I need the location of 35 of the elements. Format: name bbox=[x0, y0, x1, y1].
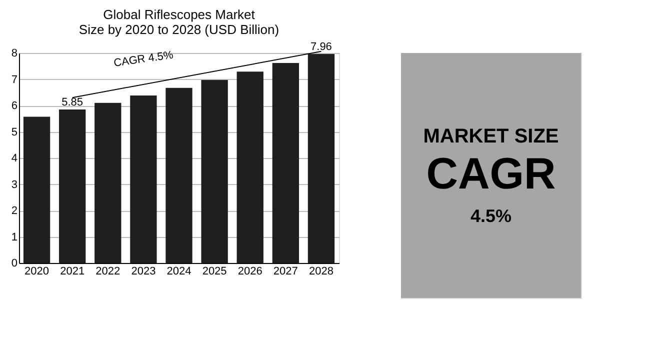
x-tick-label: 2027 bbox=[273, 266, 298, 278]
annotation: CAGR 4.5% bbox=[112, 49, 174, 70]
y-tick-label: 4 bbox=[11, 152, 18, 164]
bar bbox=[59, 109, 86, 263]
y-tick-label: 5 bbox=[11, 126, 18, 138]
y-tick-label: 8 bbox=[11, 48, 18, 60]
x-tick-label: 2022 bbox=[96, 266, 120, 278]
y-tick-label: 6 bbox=[11, 100, 18, 112]
bar bbox=[130, 96, 157, 263]
bar bbox=[308, 54, 335, 263]
x-tick-label: 2023 bbox=[131, 266, 156, 278]
data-label: 7.96 bbox=[310, 41, 332, 54]
y-tick-label: 3 bbox=[11, 178, 18, 191]
y-tick-label: 1 bbox=[11, 231, 18, 244]
y-tick-label: 2 bbox=[11, 205, 18, 217]
text: Size by 2020 to 2028 (USD Billion) bbox=[78, 22, 280, 38]
y-tick-label: 7 bbox=[11, 74, 18, 86]
y-tick-label: 0 bbox=[11, 258, 18, 270]
x-tick-label: 2025 bbox=[202, 266, 227, 278]
x-tick-label: 2028 bbox=[308, 266, 334, 278]
bar bbox=[201, 80, 228, 263]
data-label: 5.85 bbox=[62, 96, 84, 108]
x-tick-label: 2020 bbox=[24, 266, 50, 278]
text: CAGR bbox=[426, 150, 556, 198]
text: 4.5% bbox=[470, 206, 512, 226]
text: MARKET SIZE bbox=[423, 125, 559, 148]
x-tick-label: 2026 bbox=[238, 266, 262, 278]
bar bbox=[236, 72, 264, 263]
bar bbox=[23, 116, 50, 263]
x-tick-label: 2021 bbox=[60, 266, 85, 278]
bar bbox=[94, 102, 122, 263]
bar bbox=[166, 88, 192, 263]
text: Global Riflescopes Market bbox=[103, 7, 255, 22]
x-tick-label: 2024 bbox=[166, 266, 192, 278]
bar bbox=[272, 62, 299, 263]
